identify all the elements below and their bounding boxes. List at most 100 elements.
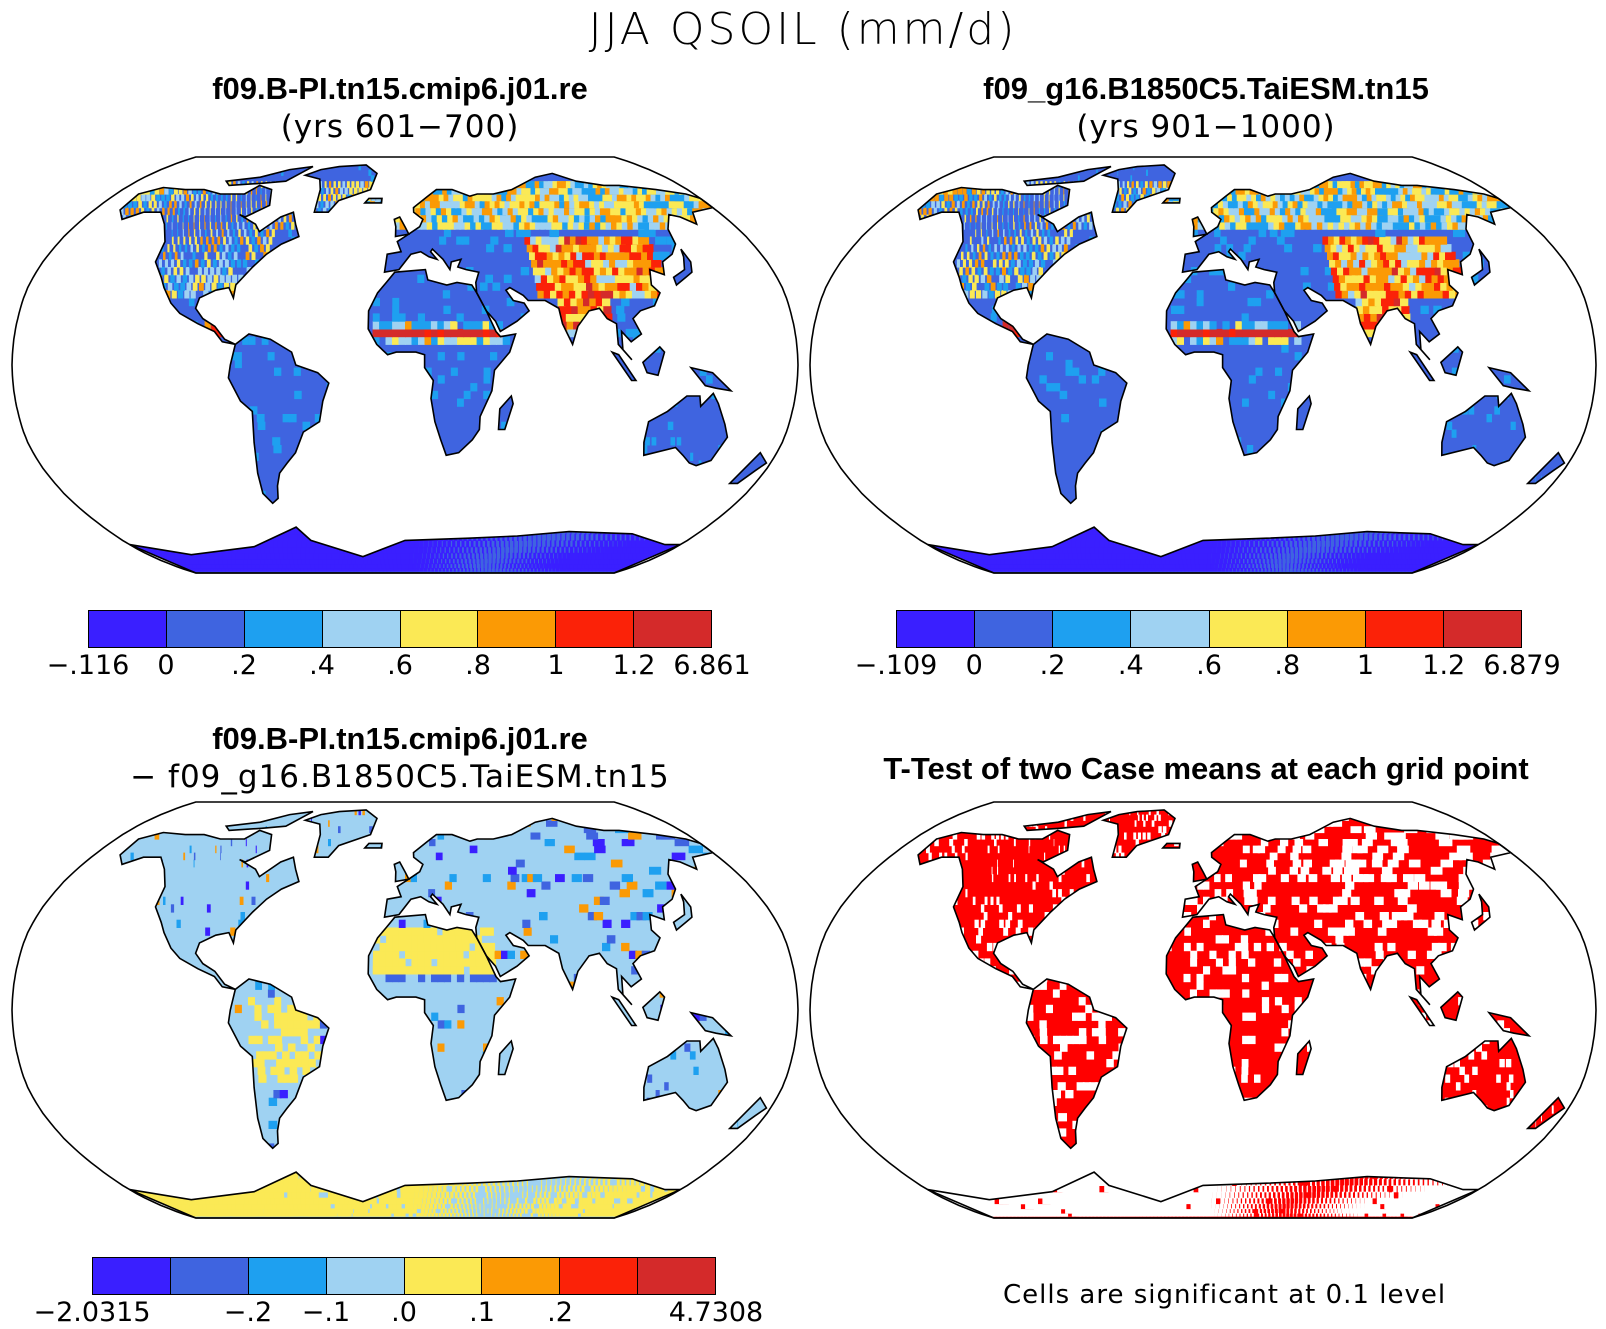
field-cell [1167, 527, 1175, 535]
field-cell [1022, 505, 1034, 514]
field-cell [1526, 321, 1535, 330]
field-cell [166, 221, 167, 230]
field-cell [969, 533, 983, 541]
field-cell [437, 540, 442, 548]
field-cell [1480, 527, 1486, 535]
field-cell [501, 194, 511, 202]
field-cell [181, 452, 192, 461]
field-cell [268, 236, 273, 245]
field-cell [422, 552, 427, 560]
field-cell [602, 568, 608, 572]
field-cell [1195, 568, 1200, 572]
field-cell [1203, 437, 1210, 446]
field-cell [1499, 290, 1509, 299]
field-cell [926, 513, 940, 521]
field-cell [700, 468, 703, 477]
field-cell [158, 398, 167, 407]
field-cell [1283, 540, 1286, 548]
field-cell [1346, 513, 1349, 521]
field-cell [198, 527, 211, 535]
field-cell [168, 527, 182, 535]
field-cell [869, 360, 876, 368]
field-cell [531, 540, 533, 548]
field-cell [1399, 513, 1401, 521]
field-cell [193, 221, 195, 230]
field-cell [1538, 267, 1550, 276]
field-cell [293, 533, 302, 541]
field-cell [463, 533, 467, 541]
field-cell [514, 200, 524, 209]
field-cell [1542, 383, 1550, 392]
field-cell [417, 558, 422, 565]
field-cell [586, 282, 595, 291]
field-cell [149, 282, 154, 291]
field-cell [968, 513, 981, 521]
field-cell [1476, 533, 1482, 541]
field-cell [182, 214, 184, 223]
field-cell [155, 214, 158, 223]
field-cell [512, 568, 515, 572]
field-cell [1143, 475, 1152, 484]
field-cell [325, 214, 330, 223]
field-cell [596, 563, 603, 569]
field-cell [606, 498, 608, 507]
field-cell [457, 214, 466, 223]
field-cell [317, 533, 326, 541]
field-cell [645, 498, 647, 507]
field-cell [1508, 513, 1513, 521]
field-cell [450, 328, 458, 338]
field-cell [472, 568, 474, 572]
field-cell [1212, 540, 1218, 548]
field-cell [235, 200, 237, 209]
field-cell [962, 274, 967, 283]
field-cell [1238, 527, 1243, 535]
field-cell [997, 229, 999, 238]
field-cell [745, 290, 756, 299]
field-cell [445, 181, 453, 189]
field-cell [1030, 305, 1037, 314]
field-cell [1255, 552, 1258, 560]
field-cell [1014, 540, 1027, 548]
field-cell [394, 221, 401, 230]
field-cell [577, 429, 583, 438]
field-cell [127, 321, 133, 330]
field-cell [1339, 568, 1343, 572]
field-cell [1223, 558, 1228, 565]
field-cell [1487, 513, 1492, 521]
field-cell [317, 207, 322, 216]
field-cell [1209, 398, 1217, 407]
field-cell [220, 221, 223, 230]
field-cell [586, 558, 592, 565]
field-cell [524, 520, 527, 528]
field-cell [445, 527, 450, 535]
field-cell [985, 520, 998, 528]
field-cell [978, 251, 982, 260]
field-cell [494, 200, 504, 209]
field-cell [164, 187, 169, 195]
field-cell [1451, 527, 1455, 535]
field-cell [151, 328, 159, 338]
field-cell [200, 181, 205, 189]
field-cell [276, 207, 279, 216]
field-cell [1236, 568, 1240, 572]
field-cell [541, 568, 545, 572]
field-cell [523, 558, 526, 565]
field-cell [969, 290, 975, 299]
field-cell [266, 513, 277, 521]
field-cell [1281, 336, 1289, 345]
field-cell [1083, 520, 1093, 528]
field-cell [1434, 244, 1446, 253]
field-cell [1177, 520, 1184, 528]
field-cell [1179, 475, 1187, 484]
field-cell [1134, 533, 1143, 541]
field-cell [893, 437, 903, 445]
field-cell [687, 527, 693, 535]
field-cell [98, 383, 106, 391]
field-cell [573, 563, 579, 569]
field-cell [651, 259, 662, 268]
field-cell [1000, 383, 1008, 392]
field-cell [1147, 563, 1155, 569]
field-cell [1375, 305, 1384, 314]
field-cell [971, 445, 981, 454]
field-cell [515, 214, 525, 223]
